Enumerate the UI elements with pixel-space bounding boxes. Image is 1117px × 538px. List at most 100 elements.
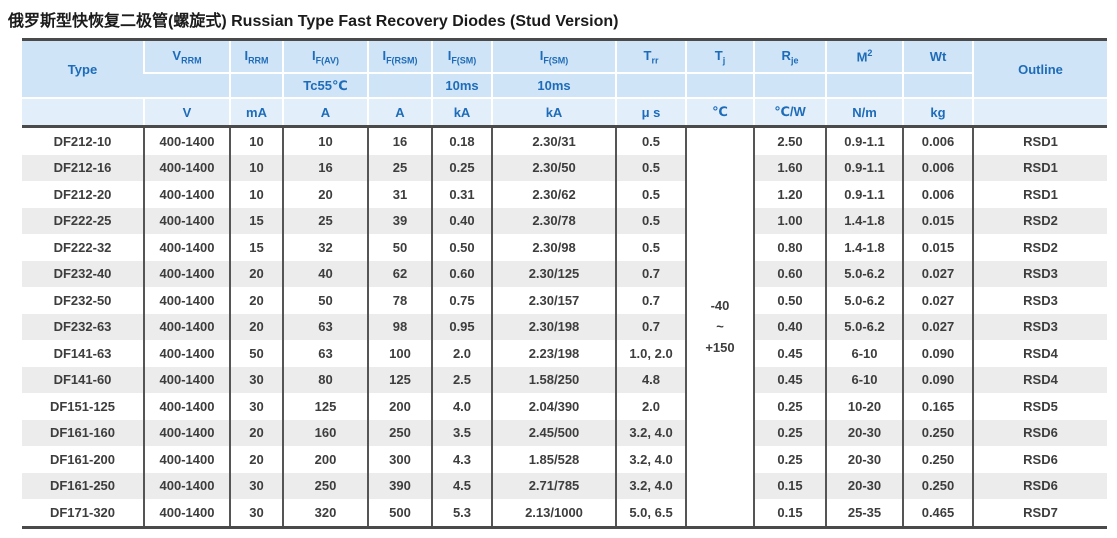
data-cell: 50 [282,287,368,314]
data-cell: 0.250 [902,472,973,499]
header-condition-cell [753,72,826,98]
data-cell: 50 [367,234,432,261]
type-cell: DF232-50 [22,287,144,314]
col-header-tj: Tj [685,39,754,73]
header-condition-cell [902,72,973,98]
header-condition-cell [615,72,686,98]
unit-nm: N/m [825,97,903,128]
data-cell: 20-30 [825,472,903,499]
data-cell: 0.31 [431,181,492,208]
data-cell: 0.75 [431,287,492,314]
data-cell: 0.95 [431,313,492,340]
data-cell: 400-1400 [143,340,230,367]
data-cell: 1.0, 2.0 [615,340,686,367]
data-cell: 50 [229,340,283,367]
data-cell: 78 [367,287,432,314]
unit-us: μ s [615,97,686,128]
data-cell: 98 [367,313,432,340]
data-cell: 0.45 [753,340,826,367]
data-cell: 0.5 [615,154,686,181]
data-cell: 62 [367,260,432,287]
unit-a-1: A [282,97,368,128]
data-cell: 20 [229,260,283,287]
data-cell: 0.80 [753,234,826,261]
data-cell: 25-35 [825,499,903,527]
data-cell: RSD6 [972,419,1107,446]
data-cell: 0.9-1.1 [825,154,903,181]
data-cell: 15 [229,234,283,261]
type-cell: DF212-10 [22,126,144,155]
data-cell: 20 [229,287,283,314]
data-cell: 0.40 [431,207,492,234]
data-cell: 0.165 [902,393,973,420]
data-cell: 80 [282,366,368,393]
data-cell: 400-1400 [143,499,230,527]
data-cell: 31 [367,181,432,208]
data-cell: 400-1400 [143,313,230,340]
col-header-trr: Trr [615,39,686,73]
table-row: DF161-200 400-1400 20 200 300 4.3 1.85/528 3.2,… [22,446,1107,473]
data-cell: 0.015 [902,234,973,261]
data-cell: 4.5 [431,472,492,499]
unit-cell [22,97,144,128]
diodes-spec-table: Type VRRM IRRM IF(AV) IF(RSM) IF(SM) IF(… [22,38,1107,529]
data-cell: 1.4-1.8 [825,207,903,234]
data-cell: 0.7 [615,260,686,287]
data-cell: 250 [367,419,432,446]
data-cell: 2.30/198 [491,313,616,340]
data-cell: 0.40 [753,313,826,340]
table-body: DF212-10 400-1400 10 10 16 0.18 2.30/31 0.5 -40 ~… [22,126,1107,527]
data-cell: 0.15 [753,472,826,499]
data-cell: 3.2, 4.0 [615,419,686,446]
data-cell: 1.20 [753,181,826,208]
data-cell: 0.465 [902,499,973,527]
data-cell: 15 [229,207,283,234]
data-cell: 5.0, 6.5 [615,499,686,527]
data-cell: 0.027 [902,287,973,314]
data-cell: 0.5 [615,234,686,261]
data-cell: 0.25 [431,154,492,181]
data-cell: 2.04/390 [491,393,616,420]
col-header-outline: Outline [972,39,1107,98]
data-cell: 0.7 [615,287,686,314]
col-header-ifav: IF(AV) [282,39,368,73]
data-cell: RSD7 [972,499,1107,527]
table-row: DF212-10 400-1400 10 10 16 0.18 2.30/31 0.5 -40 ~… [22,126,1107,527]
col-header-vrrm: VRRM [143,39,230,73]
data-cell: RSD4 [972,340,1107,367]
data-cell: 320 [282,499,368,527]
data-cell: 0.9-1.1 [825,181,903,208]
data-cell: 2.0 [615,393,686,420]
data-cell: 125 [367,366,432,393]
type-cell: DF232-40 [22,260,144,287]
data-cell: 1.58/250 [491,366,616,393]
data-cell: 0.006 [902,181,973,208]
unit-celsius-per-watt: ℃/W [753,97,826,128]
data-cell: 400-1400 [143,393,230,420]
page-title: 俄罗斯型快恢复二极管(螺旋式) Russian Type Fast Recove… [0,0,1117,38]
table-row: DF141-60 400-1400 30 80 125 2.5 1.58/250 4.8 0.4… [22,366,1107,393]
table-row: DF161-160 400-1400 20 160 250 3.5 2.45/500 3.2,… [22,419,1107,446]
data-cell: 400-1400 [143,366,230,393]
data-cell: 0.50 [753,287,826,314]
data-cell: 10 [229,181,283,208]
data-cell: 0.027 [902,313,973,340]
data-cell: 32 [282,234,368,261]
data-cell: RSD1 [972,154,1107,181]
col-header-irrm: IRRM [229,39,283,73]
data-cell: 0.15 [753,499,826,527]
data-cell: 2.0 [431,340,492,367]
data-cell: 3.2, 4.0 [615,472,686,499]
data-cell: RSD6 [972,472,1107,499]
data-cell: 20 [229,446,283,473]
data-cell: 0.25 [753,419,826,446]
data-cell: 2.23/198 [491,340,616,367]
data-cell: 0.090 [902,366,973,393]
data-cell: 2.5 [431,366,492,393]
data-cell: 100 [367,340,432,367]
type-cell: DF151-125 [22,393,144,420]
data-cell: 400-1400 [143,287,230,314]
unit-a-2: A [367,97,432,128]
data-cell: 2.45/500 [491,419,616,446]
tj-range-line: -40 [710,298,730,314]
